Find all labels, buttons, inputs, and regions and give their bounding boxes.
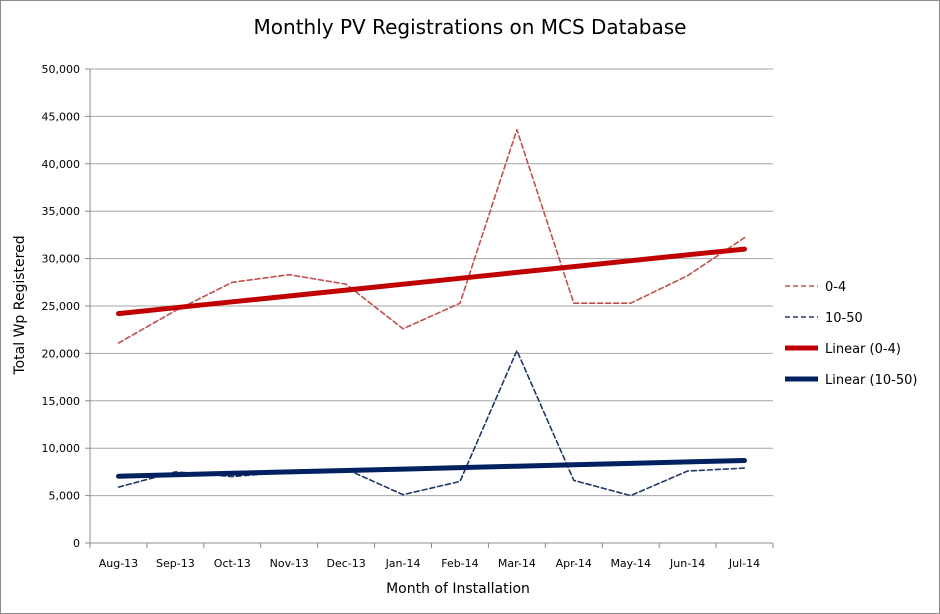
y-axis-title: Total Wp Registered [12,235,28,375]
legend-label: 10-50 [825,311,863,326]
legend-label: Linear (10-50) [825,373,917,388]
x-tick-label: Apr-14 [556,557,592,570]
x-tick-label: May-14 [610,557,651,570]
y-tick-label: 0 [73,537,80,550]
series-line-0 [117,128,746,344]
x-tick-label: Jul-14 [728,557,760,570]
series-line-3 [116,458,747,479]
x-tick-label: Jan-14 [385,557,421,570]
y-tick-label: 5,000 [49,490,81,503]
legend-label: 0-4 [825,280,846,295]
y-tick-label: 25,000 [42,300,81,313]
y-tick-label: 10,000 [42,442,81,455]
x-tick-label: Nov-13 [270,557,309,570]
x-tick-label: Aug-13 [99,557,138,570]
x-tick-label: Feb-14 [441,557,478,570]
x-tick-label: Sep-13 [156,557,195,570]
series-lines [116,128,747,497]
x-tick-label: Jun-14 [669,557,705,570]
legend-label: Linear (0-4) [825,342,901,357]
y-tick-label: 20,000 [42,347,81,360]
legend: 0-4 10-50 Linear (0-4) Linear (10-50) [785,280,917,388]
y-tick-label: 35,000 [42,205,81,218]
y-tick-label: 50,000 [42,63,81,76]
chart-title: Monthly PV Registrations on MCS Database [254,15,687,39]
y-tick-label: 45,000 [42,110,81,123]
y-axis-ticks: 0 5,000 10,000 15,000 20,000 25,000 30,000 35,0… [42,63,90,550]
x-tick-label: Dec-13 [326,557,365,570]
x-tick-label: Oct-13 [214,557,251,570]
y-tick-label: 40,000 [42,158,81,171]
y-tick-label: 30,000 [42,253,81,266]
x-axis-ticks: Aug-13 Sep-13 Oct-13 Nov-13 Dec-13 Jan-14 Feb-… [89,543,774,570]
x-tick-label: Mar-14 [498,557,536,570]
series-line-2 [116,246,747,317]
x-axis-title: Month of Installation [386,581,530,597]
y-tick-label: 15,000 [42,395,81,408]
